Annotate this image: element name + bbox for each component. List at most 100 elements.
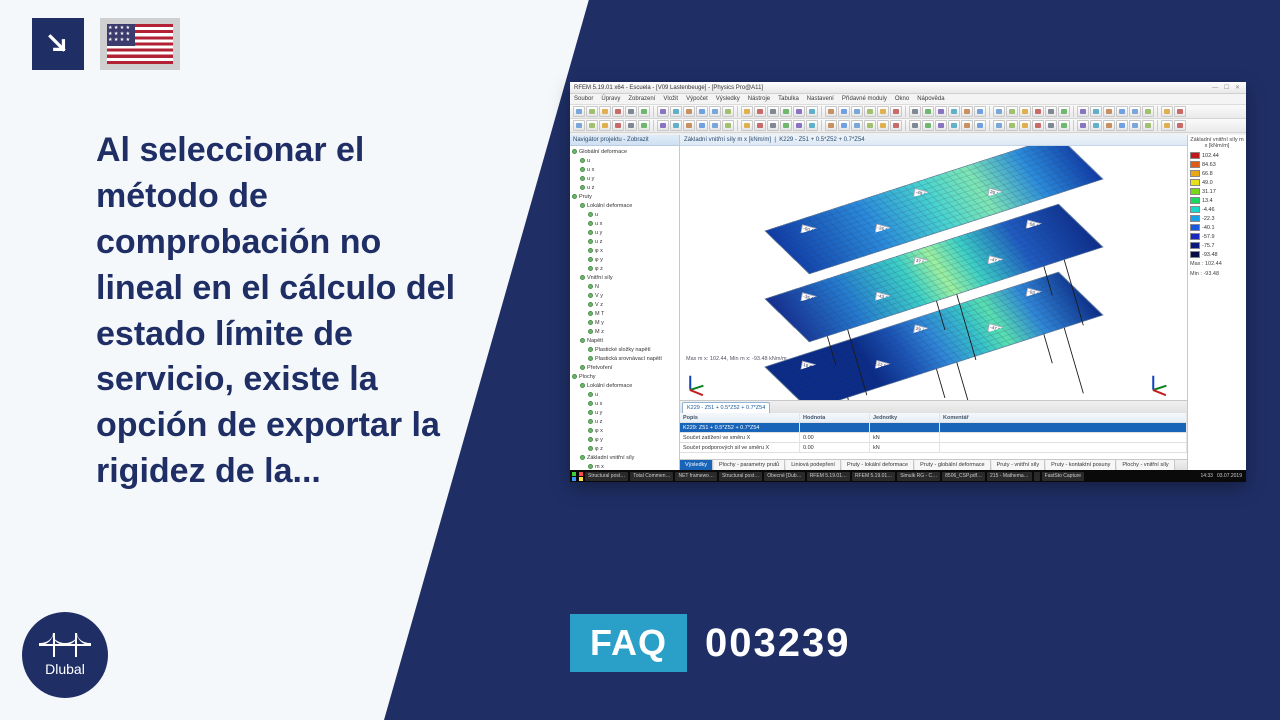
toolbar-button[interactable] [877, 120, 889, 131]
toolbar-button[interactable] [909, 120, 921, 131]
toolbar-button[interactable] [767, 106, 779, 117]
toolbar-button[interactable] [657, 106, 669, 117]
results-subtab[interactable]: Pruty - vnitřní síly [992, 460, 1045, 470]
toolbar-button[interactable] [1116, 120, 1128, 131]
toolbar-button[interactable] [1174, 106, 1186, 117]
toolbar-button[interactable] [935, 120, 947, 131]
tree-node[interactable]: u z [572, 238, 677, 247]
toolbar-button[interactable] [1090, 106, 1102, 117]
toolbar-button[interactable] [838, 106, 850, 117]
toolbar-button[interactable] [625, 120, 637, 131]
windows-taskbar[interactable]: Structural post…Total Commen…NET framewo… [570, 470, 1246, 482]
toolbar-button[interactable] [1161, 120, 1173, 131]
tree-node[interactable]: φ y [572, 436, 677, 445]
toolbar-button[interactable] [780, 106, 792, 117]
toolbar-button[interactable] [864, 120, 876, 131]
toolbar-button[interactable] [1032, 106, 1044, 117]
toolbar-button[interactable] [599, 106, 611, 117]
tree-node[interactable]: M T [572, 310, 677, 319]
tree-node[interactable]: u [572, 211, 677, 220]
toolbar-button[interactable] [806, 106, 818, 117]
toolbar-button[interactable] [573, 106, 585, 117]
taskbar-button[interactable]: 8506_CSP.pdf… [942, 472, 985, 481]
toolbar-button[interactable] [1077, 120, 1089, 131]
toolbar-button[interactable] [696, 106, 708, 117]
tree-node[interactable]: u x [572, 220, 677, 229]
toolbar-button[interactable] [612, 106, 624, 117]
menu-item[interactable]: Nápověda [917, 94, 944, 104]
tree-node[interactable]: Napětí [572, 337, 677, 346]
toolbar-button[interactable] [793, 106, 805, 117]
tree-node[interactable]: N [572, 283, 677, 292]
toolbar-button[interactable] [573, 120, 585, 131]
toolbar-row-1[interactable] [570, 105, 1246, 119]
toolbar-button[interactable] [1090, 120, 1102, 131]
tree-node[interactable]: M y [572, 319, 677, 328]
toolbar-button[interactable] [922, 120, 934, 131]
tree-node[interactable]: Plochy [572, 373, 677, 382]
menu-item[interactable]: Přídavné moduly [842, 94, 887, 104]
toolbar-button[interactable] [838, 120, 850, 131]
results-table-panel[interactable]: K229 - Z51 + 0.5*Z52 + 0.7*Z54 PopisHodn… [680, 400, 1187, 470]
toolbar-button[interactable] [586, 120, 598, 131]
toolbar-button[interactable] [1142, 120, 1154, 131]
menu-item[interactable]: Úpravy [601, 94, 620, 104]
table-row[interactable]: Součet podporových sil ve směru X0.00kN [680, 443, 1187, 453]
tree-node[interactable]: M z [572, 328, 677, 337]
toolbar-button[interactable] [741, 120, 753, 131]
tree-node[interactable]: u y [572, 229, 677, 238]
toolbar-button[interactable] [922, 106, 934, 117]
menu-item[interactable]: Tabulka [778, 94, 799, 104]
results-subtab[interactable]: Pruty - lokální deformace [842, 460, 914, 470]
tree-node[interactable]: u z [572, 418, 677, 427]
tree-node[interactable]: Vnitřní síly [572, 274, 677, 283]
toolbar-button[interactable] [948, 120, 960, 131]
toolbar-button[interactable] [670, 106, 682, 117]
tree-node[interactable]: Lokální deformace [572, 202, 677, 211]
taskbar-tray[interactable]: 14:3303.07.2019 [1200, 473, 1244, 479]
menu-item[interactable]: Výpočet [686, 94, 708, 104]
toolbar-row-2[interactable] [570, 119, 1246, 133]
results-subtab[interactable]: Plochy - parametry prutů [714, 460, 785, 470]
taskbar-button[interactable]: 215 - Mathema… [987, 472, 1032, 481]
taskbar-button[interactable]: Simulk RG - C… [897, 472, 940, 481]
window-controls[interactable]: — ☐ ✕ [1212, 82, 1242, 93]
toolbar-button[interactable] [877, 106, 889, 117]
results-subtab[interactable]: Plochy - vnitřní síly [1117, 460, 1174, 470]
start-button[interactable] [572, 472, 583, 481]
menu-item[interactable]: Nástroje [748, 94, 770, 104]
table-tabs[interactable]: K229 - Z51 + 0.5*Z52 + 0.7*Z54 [680, 401, 1187, 413]
toolbar-button[interactable] [1142, 106, 1154, 117]
toolbar-button[interactable] [754, 106, 766, 117]
tree-node[interactable]: Přetvoření [572, 364, 677, 373]
tree-node[interactable]: φ y [572, 256, 677, 265]
toolbar-button[interactable] [709, 106, 721, 117]
tree-node[interactable]: φ z [572, 445, 677, 454]
table-tab-active[interactable]: K229 - Z51 + 0.5*Z52 + 0.7*Z54 [682, 402, 770, 413]
toolbar-button[interactable] [1103, 120, 1115, 131]
toolbar-button[interactable] [825, 106, 837, 117]
model-viewport[interactable]: 19.8122.9829.13-47.95-93.48-35.18-43.333… [680, 146, 1187, 400]
tree-node[interactable]: u y [572, 175, 677, 184]
toolbar-button[interactable] [851, 120, 863, 131]
toolbar-button[interactable] [909, 106, 921, 117]
toolbar-button[interactable] [625, 106, 637, 117]
tree-node[interactable]: Plastická srovnávací napětí [572, 355, 677, 364]
menu-item[interactable]: Soubor [574, 94, 593, 104]
tree-node[interactable]: u x [572, 166, 677, 175]
toolbar-button[interactable] [1129, 120, 1141, 131]
toolbar-button[interactable] [806, 120, 818, 131]
navigator-tree[interactable]: Globální deformaceuu xu yu zPrutyLokální… [570, 146, 679, 470]
toolbar-button[interactable] [657, 120, 669, 131]
tree-node[interactable]: φ z [572, 265, 677, 274]
tree-node[interactable]: u z [572, 184, 677, 193]
toolbar-button[interactable] [670, 120, 682, 131]
toolbar-button[interactable] [780, 120, 792, 131]
toolbar-button[interactable] [741, 106, 753, 117]
toolbar-button[interactable] [1129, 106, 1141, 117]
results-subtabs[interactable]: VýsledkyPlochy - parametry prutůLiniová … [680, 459, 1187, 470]
tree-node[interactable]: u [572, 157, 677, 166]
toolbar-button[interactable] [890, 120, 902, 131]
toolbar-button[interactable] [948, 106, 960, 117]
toolbar-button[interactable] [1019, 106, 1031, 117]
